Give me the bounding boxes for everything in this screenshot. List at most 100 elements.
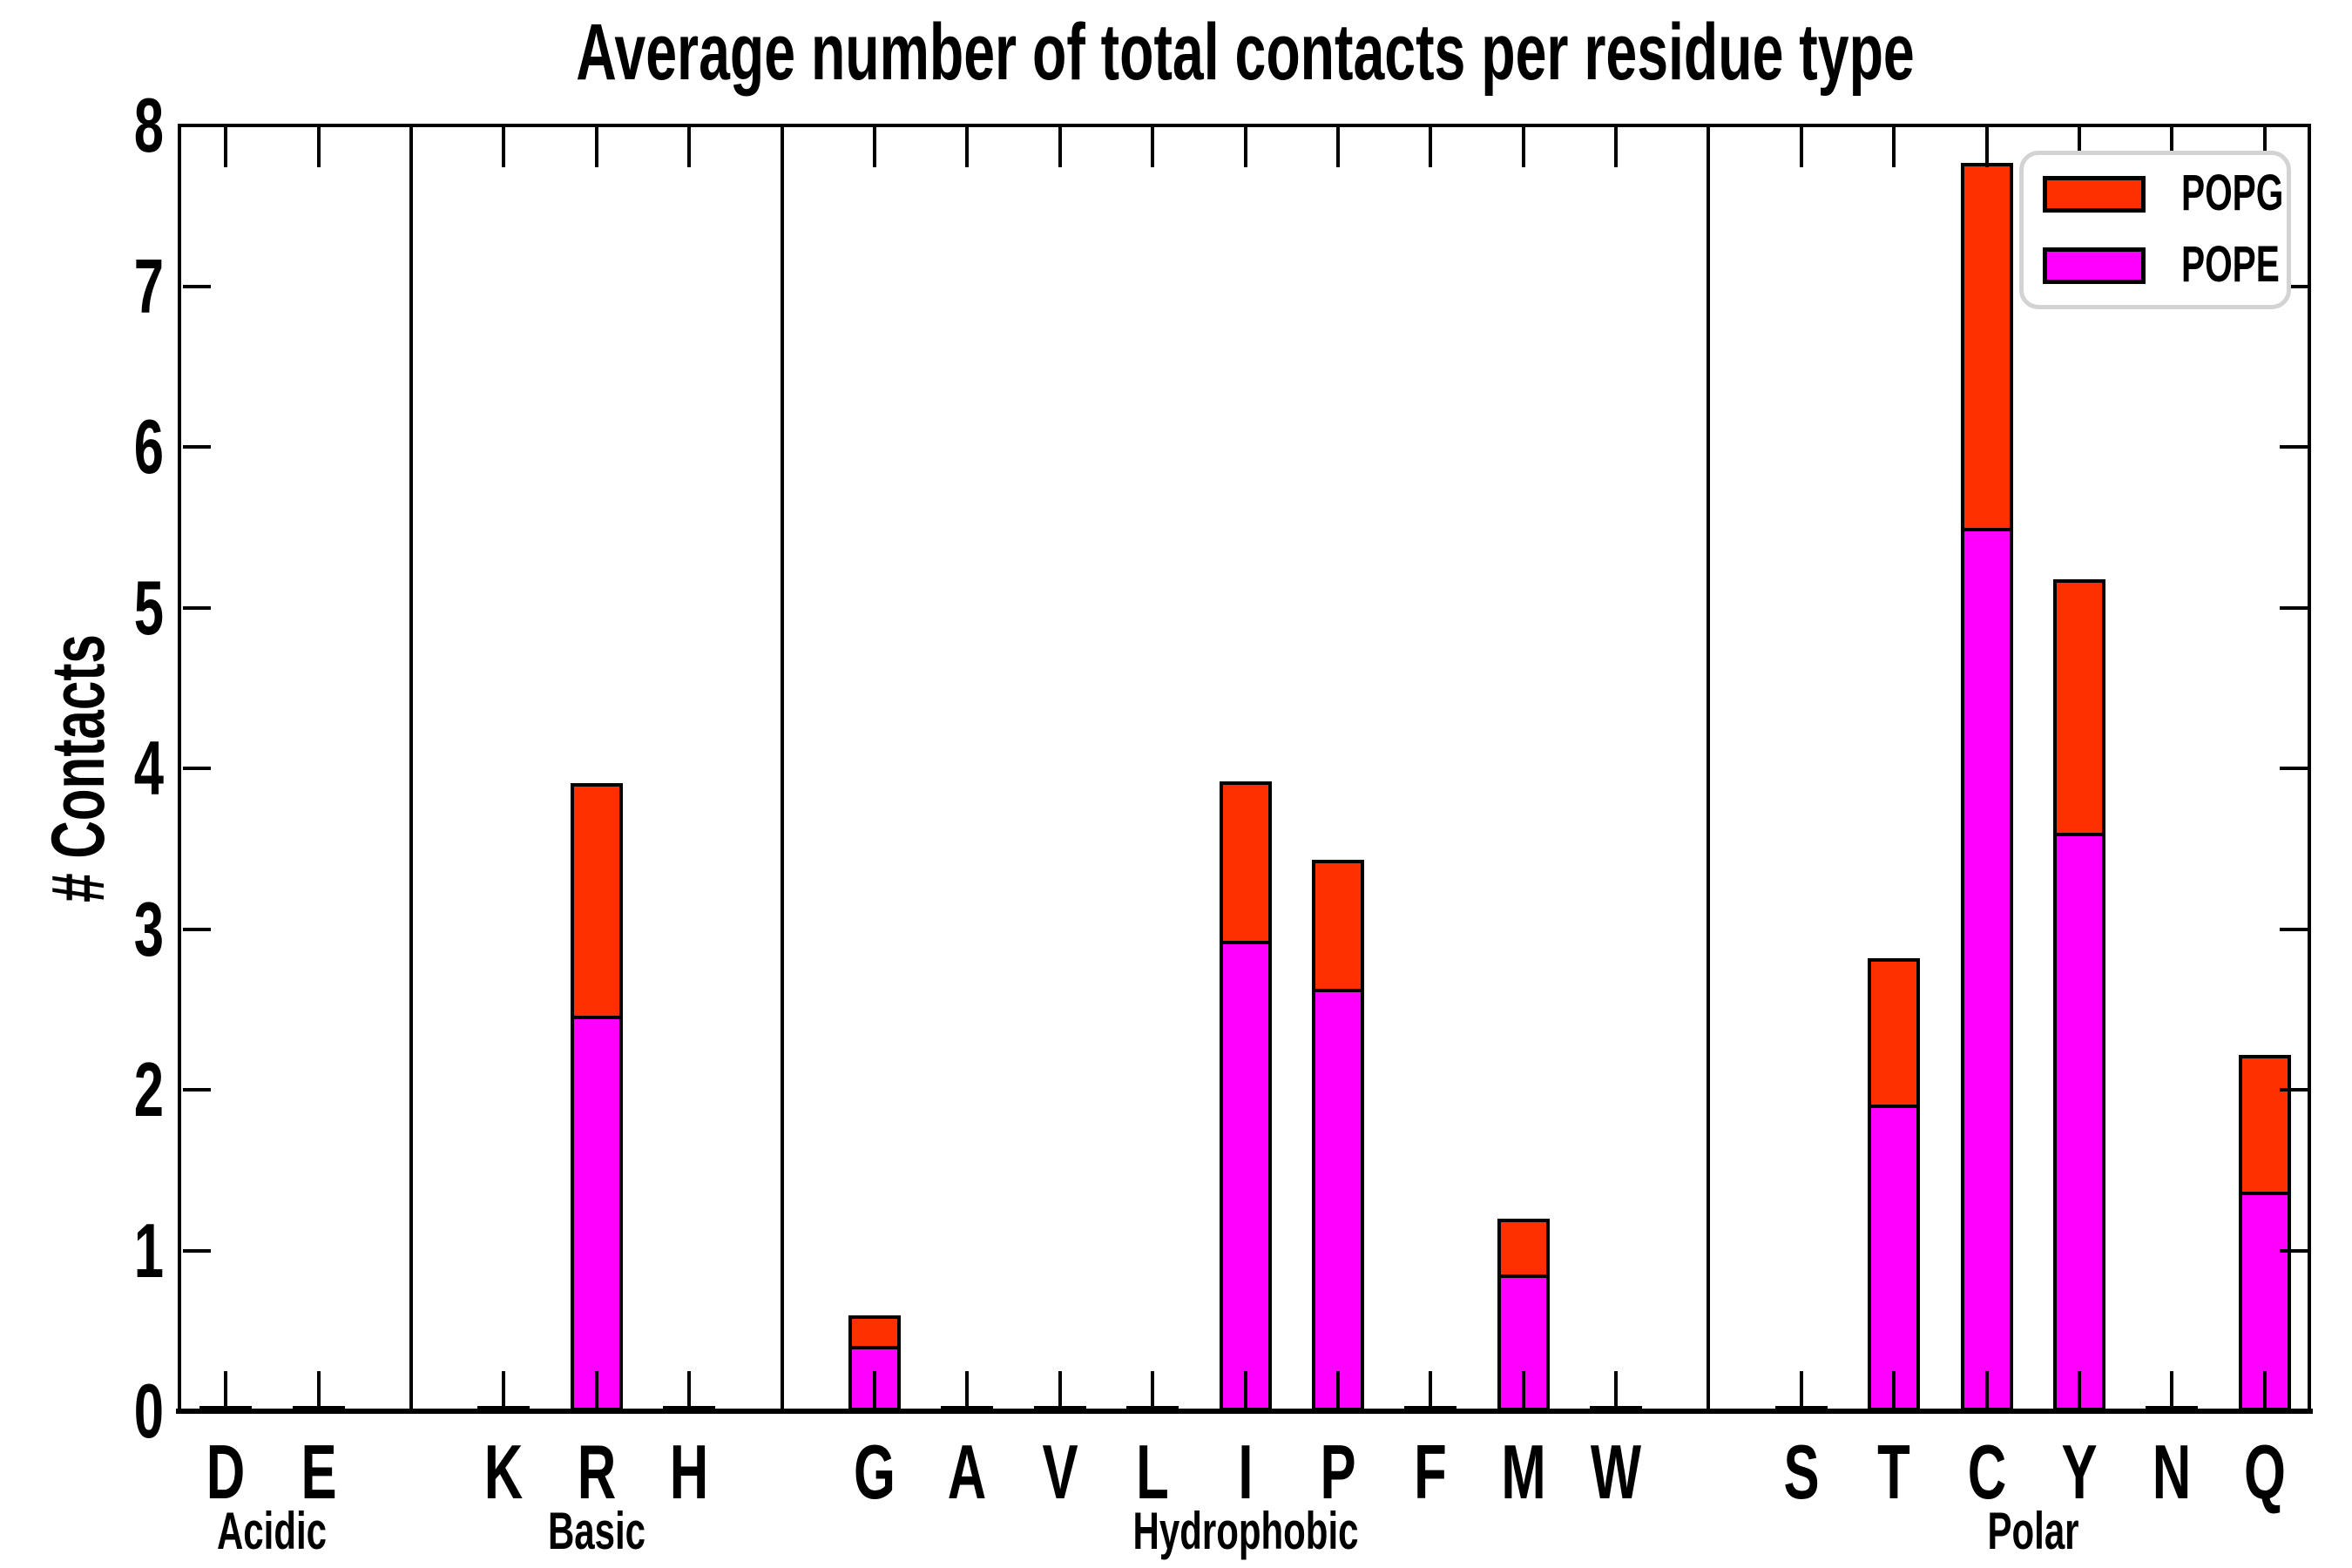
y-tick-label-7: 7 <box>133 242 164 329</box>
x-tick-top-I <box>1243 127 1247 167</box>
x-tick-bottom-M <box>1521 1371 1525 1411</box>
chart-title: Average number of total contacts per res… <box>576 8 1915 97</box>
x-tick-bottom-H <box>687 1371 692 1411</box>
x-tick-bottom-C <box>1984 1371 1989 1411</box>
bar-segment-popg-Q <box>2238 1054 2291 1195</box>
x-tick-label-T: T <box>1877 1429 1911 1515</box>
x-tick-top-Y <box>2078 127 2082 167</box>
y-tick-left-4 <box>183 767 211 770</box>
y-tick-right-4 <box>2280 767 2308 770</box>
x-tick-label-A: A <box>948 1429 987 1515</box>
x-tick-top-G <box>872 127 876 167</box>
bar-segment-pope-Y <box>2053 829 2106 1411</box>
x-tick-label-I: I <box>1237 1429 1254 1515</box>
popg-swatch-icon <box>2043 176 2146 213</box>
x-tick-top-S <box>1799 127 1803 167</box>
bar-segment-popg-I <box>1219 781 1272 944</box>
x-tick-top-P <box>1335 127 1340 167</box>
x-tick-top-E <box>316 127 321 167</box>
x-tick-bottom-T <box>1892 1371 1896 1411</box>
bar-segment-popg-T <box>1868 958 1921 1108</box>
x-tick-label-H: H <box>669 1429 709 1515</box>
x-tick-bottom-I <box>1243 1371 1247 1411</box>
x-tick-label-W: W <box>1590 1429 1642 1515</box>
bar-segment-popg-G <box>848 1315 901 1349</box>
y-tick-left-3 <box>183 927 211 931</box>
x-tick-label-K: K <box>484 1429 524 1515</box>
x-tick-label-Y: Y <box>2061 1429 2098 1515</box>
y-tick-right-7 <box>2280 284 2308 288</box>
x-tick-label-V: V <box>1042 1429 1078 1515</box>
x-tick-label-E: E <box>301 1429 337 1515</box>
legend-label-popg: POPG <box>2181 165 2284 221</box>
y-tick-label-1: 1 <box>133 1206 164 1294</box>
x-tick-label-L: L <box>1136 1429 1169 1515</box>
x-tick-label-S: S <box>1783 1429 1820 1515</box>
y-tick-label-3: 3 <box>133 885 164 972</box>
x-tick-top-N <box>2170 127 2174 167</box>
x-tick-top-Q <box>2262 127 2267 167</box>
x-tick-top-R <box>594 127 598 167</box>
x-tick-label-R: R <box>577 1429 616 1515</box>
x-tick-bottom-W <box>1614 1371 1619 1411</box>
x-tick-bottom-A <box>965 1371 970 1411</box>
x-tick-top-L <box>1151 127 1155 167</box>
x-tick-label-D: D <box>206 1429 246 1515</box>
x-tick-label-N: N <box>2153 1429 2192 1515</box>
x-tick-top-T <box>1892 127 1896 167</box>
y-tick-left-8 <box>183 124 211 127</box>
group-label-basic: Basic <box>547 1502 645 1560</box>
legend-entry-pope: POPE <box>2024 240 2287 290</box>
y-tick-right-8 <box>2280 124 2308 127</box>
x-tick-top-K <box>502 127 506 167</box>
y-tick-left-2 <box>183 1088 211 1092</box>
y-tick-left-5 <box>183 605 211 610</box>
group-separator-line <box>780 125 784 1411</box>
y-tick-label-4: 4 <box>133 725 164 811</box>
group-label-acidic: Acidic <box>217 1502 328 1560</box>
x-tick-bottom-F <box>1429 1371 1433 1411</box>
bar-segment-pope-M <box>1497 1271 1550 1411</box>
y-tick-right-1 <box>2280 1248 2308 1253</box>
group-separator-line <box>1707 125 1711 1411</box>
x-tick-top-C <box>1984 127 1989 167</box>
y-tick-label-0: 0 <box>133 1368 164 1454</box>
bar-segment-pope-P <box>1311 985 1364 1411</box>
pope-swatch-icon <box>2043 247 2146 284</box>
bar-segment-pope-T <box>1868 1100 1921 1411</box>
x-tick-bottom-D <box>224 1371 228 1411</box>
bar-segment-popg-C <box>1960 162 2013 531</box>
bar-segment-popg-P <box>1311 860 1364 993</box>
y-tick-right-2 <box>2280 1088 2308 1092</box>
x-tick-top-F <box>1429 127 1433 167</box>
x-tick-top-D <box>224 127 228 167</box>
x-tick-label-Q: Q <box>2243 1429 2286 1515</box>
x-tick-top-M <box>1521 127 1525 167</box>
legend-label-pope: POPE <box>2181 236 2280 293</box>
x-tick-bottom-R <box>594 1371 598 1411</box>
bar-segment-pope-I <box>1219 936 1272 1411</box>
x-tick-top-V <box>1058 127 1062 167</box>
x-tick-bottom-L <box>1151 1371 1155 1411</box>
x-tick-bottom-E <box>316 1371 321 1411</box>
x-tick-label-F: F <box>1414 1429 1448 1515</box>
x-tick-bottom-Y <box>2078 1371 2082 1411</box>
bar-segment-popg-R <box>570 782 623 1020</box>
y-tick-label-6: 6 <box>133 403 164 490</box>
y-tick-left-6 <box>183 445 211 449</box>
bar-segment-popg-M <box>1497 1218 1550 1279</box>
x-tick-top-H <box>687 127 692 167</box>
y-tick-label-5: 5 <box>133 564 164 651</box>
x-tick-top-W <box>1614 127 1619 167</box>
x-tick-bottom-Q <box>2262 1371 2267 1411</box>
x-tick-label-G: G <box>853 1429 896 1515</box>
y-tick-right-3 <box>2280 927 2308 931</box>
bar-segment-pope-C <box>1960 524 2013 1411</box>
bar-segment-pope-R <box>570 1012 623 1411</box>
y-tick-right-6 <box>2280 445 2308 449</box>
y-tick-label-8: 8 <box>133 82 164 168</box>
y-tick-left-7 <box>183 284 211 288</box>
legend-entry-popg: POPG <box>2024 168 2287 219</box>
y-tick-right-5 <box>2280 605 2308 610</box>
